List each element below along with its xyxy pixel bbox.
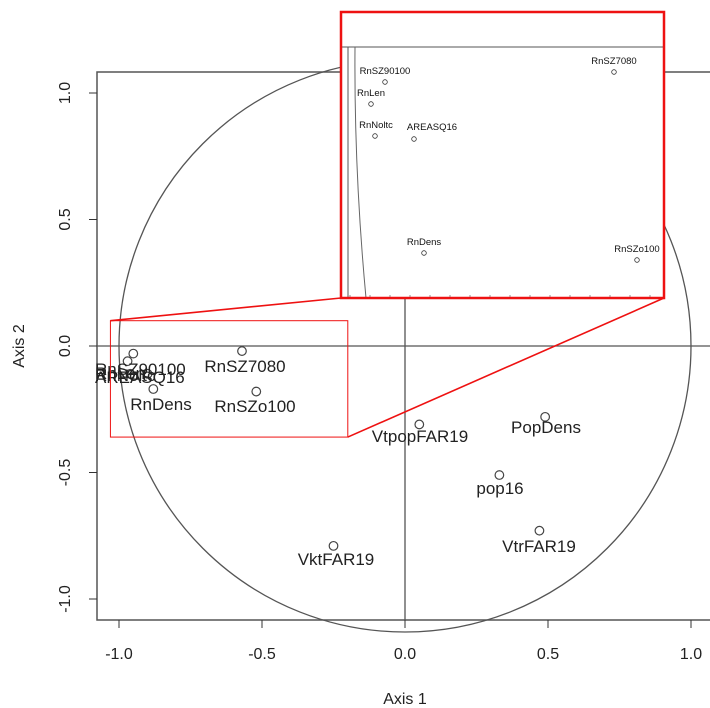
y-tick-label: -0.5 xyxy=(57,459,74,487)
y-tick-label: -1.0 xyxy=(57,585,74,613)
label-rnsz7080: RnSZ7080 xyxy=(204,357,285,376)
y-tick-label: 0.0 xyxy=(57,335,74,357)
y-tick-label: 1.0 xyxy=(57,82,74,104)
inset-point-areasq16 xyxy=(411,136,417,142)
x-tick-label: 1.0 xyxy=(680,646,702,663)
axis-ticks: -1.0 -1.0 -0.5 -0.5 0.0 0.0 0.5 0.5 1.0 1.0 xyxy=(57,82,702,663)
point-areasq16 xyxy=(142,368,153,379)
inset-point-rnsz7080 xyxy=(611,69,617,75)
label-pop16: pop16 xyxy=(476,479,523,498)
x-tick-label: 0.5 xyxy=(537,646,559,663)
label-popdens: PopDens xyxy=(511,418,581,437)
inset-circle-arc xyxy=(354,46,367,298)
point-rnnoltc xyxy=(125,368,136,379)
inset-label-areasq16: AREASQ16 xyxy=(407,122,457,133)
inset-content: RnSZ90100 RnLen RnNoltc AREASQ16 RnDens RnSZ7… xyxy=(341,46,664,298)
x-axis-title: Axis 1 xyxy=(383,691,427,708)
point-vtpopfar19 xyxy=(414,419,425,430)
x-tick-label: 0.0 xyxy=(394,646,416,663)
point-vktfar19 xyxy=(328,540,339,551)
zoom-rectangle xyxy=(109,320,349,438)
inset-label-rnsz90100: RnSZ90100 xyxy=(360,66,411,77)
label-vtrfar19: VtrFAR19 xyxy=(502,537,576,556)
point-pop16 xyxy=(494,470,505,480)
inset-point-rnsz90100 xyxy=(382,79,388,85)
zoom-connector-right xyxy=(347,297,665,438)
inset-point-rnlen xyxy=(368,101,374,107)
x-tick-label: -1.0 xyxy=(105,646,133,663)
inset-point-rnszo100 xyxy=(634,257,640,263)
inset-label-rnszo100: RnSZo100 xyxy=(614,244,659,255)
point-rnszo100 xyxy=(251,386,262,397)
inset-label-rnsz7080: RnSZ7080 xyxy=(591,56,636,67)
label-rnsz90100: RnSZ90100 xyxy=(95,360,186,379)
y-tick-label: 0.5 xyxy=(57,208,74,230)
y-axis-title: Axis 2 xyxy=(11,324,28,368)
point-rnlen xyxy=(122,356,133,367)
label-vtpopfar19: VtpopFAR19 xyxy=(372,427,468,446)
label-rndens: RnDens xyxy=(130,395,191,414)
zoom-inset: RnSZ90100 RnLen RnNoltc AREASQ16 RnDens RnSZ7… xyxy=(339,10,666,300)
inset-border xyxy=(339,10,666,300)
label-areasq16: AREASQ16 xyxy=(95,368,185,387)
point-popdens xyxy=(540,411,551,422)
point-rnsz7080 xyxy=(237,346,247,356)
inset-point-rnnoltc xyxy=(372,133,378,139)
x-tick-label: -0.5 xyxy=(248,646,276,663)
label-rnlen: RnLen xyxy=(95,364,145,383)
point-rndens xyxy=(148,384,159,394)
zoom-region xyxy=(109,297,665,438)
plot-area: RnSZ90100RnLenRnNoltcAREASQ16RnDensRnSZ7… xyxy=(95,59,710,633)
label-vktfar19: VktFAR19 xyxy=(298,550,375,569)
inset-background xyxy=(341,12,664,298)
inset-label-rnlen: RnLen xyxy=(357,88,385,99)
point-vtrfar19 xyxy=(534,525,545,536)
label-rnszo100: RnSZo100 xyxy=(214,397,295,416)
inset-label-rndens: RnDens xyxy=(407,237,442,248)
point-rnsz90100 xyxy=(128,348,139,359)
zoom-connector-left xyxy=(110,297,342,322)
inset-point-rndens xyxy=(421,250,427,256)
inset-label-rnnoltc: RnNoltc xyxy=(359,120,393,131)
